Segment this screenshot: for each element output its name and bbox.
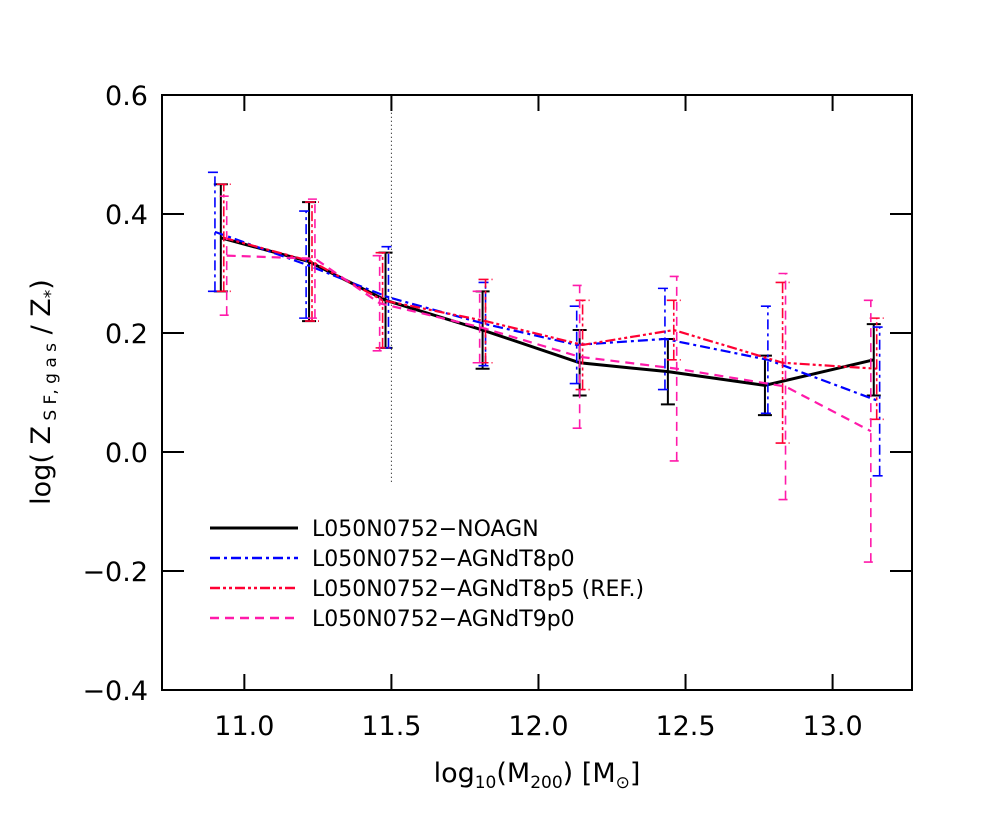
x-tick-label: 11.0	[214, 711, 274, 742]
legend-label: L050N0752−AGNdT9p0	[312, 607, 575, 632]
error-bar	[866, 323, 881, 397]
x-tick-label: 12.0	[508, 711, 568, 742]
y-axis-label: log( Z S F, g a s​ / Z*​)	[26, 279, 61, 505]
y-tick-label: 0.4	[105, 200, 148, 231]
axis-label-part: log	[434, 758, 475, 789]
error-bar	[569, 305, 584, 385]
error-bar	[863, 299, 878, 563]
y-tick-label: 0.6	[105, 81, 148, 112]
plot-frame	[161, 94, 913, 691]
axis-label-part: 200	[530, 773, 562, 793]
axis-label-part: ) [M	[563, 758, 616, 789]
axis-label-part: log( Z	[26, 426, 57, 505]
series-line	[214, 230, 881, 403]
axis-label-part: / Z	[26, 298, 57, 343]
x-axis-label: log10​(M200​) [M⊙​]	[434, 758, 641, 793]
y-tick-label: 0.0	[105, 438, 148, 469]
error-bar	[869, 317, 884, 421]
error-bar	[572, 284, 587, 429]
error-bar	[299, 210, 314, 319]
x-tick-label: 13.0	[803, 711, 863, 742]
legend-label: L050N0752−AGNdT8p5 (REF.)	[312, 577, 644, 602]
error-bar	[381, 245, 396, 349]
error-bar	[207, 171, 222, 293]
error-bar	[472, 290, 487, 364]
error-bar	[219, 195, 234, 316]
error-bar	[305, 201, 319, 322]
legend-label: L050N0752−AGNdT8p0	[312, 547, 575, 572]
y-tick-label: 0.2	[105, 319, 148, 350]
axis-label-part: *	[41, 290, 61, 299]
x-tick-label: 12.5	[655, 711, 715, 742]
error-bar	[872, 326, 887, 477]
y-tick-label: −0.2	[82, 557, 148, 588]
axis-label-part: ⊙	[616, 773, 630, 793]
y-tick-label: −0.4	[82, 676, 148, 707]
error-bar	[307, 198, 322, 319]
legend-label: L050N0752−NOAGN	[312, 517, 539, 542]
x-tick-label: 11.5	[361, 711, 421, 742]
series-line	[223, 236, 877, 370]
axis-label-part: ]	[630, 758, 641, 789]
series-line	[226, 254, 872, 433]
error-bar	[375, 251, 390, 349]
axis-label-part: S F, g a s	[41, 343, 61, 426]
axis-label-part: 10	[475, 773, 497, 793]
error-bar	[760, 305, 775, 415]
axis-label-part: (M	[496, 758, 530, 789]
error-bar	[778, 272, 793, 501]
axis-label-part: )	[26, 279, 57, 290]
